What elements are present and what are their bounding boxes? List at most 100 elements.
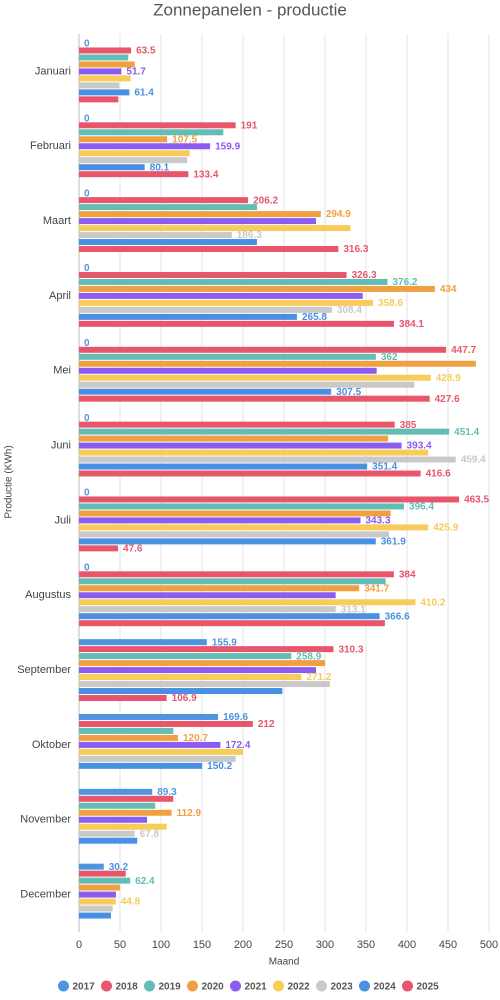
bar [79,606,336,613]
value-label: 376.2 [392,277,417,288]
value-label: 159.9 [215,141,240,152]
bar [79,129,224,136]
value-label: 307.5 [336,387,361,398]
value-label: 427.6 [435,394,460,405]
value-label: 61.4 [134,88,154,99]
x-tick-label: 300 [316,939,334,951]
y-tick-label: Juli [54,514,71,526]
bar [79,164,145,171]
bar [79,823,167,830]
value-label: 133.4 [193,169,218,180]
bar [79,788,153,795]
bar [79,571,394,578]
bar [79,674,302,681]
bar [79,225,351,232]
bar [79,510,391,517]
bar [79,218,316,225]
value-label: 361.9 [381,537,406,548]
bar [79,898,116,905]
value-label: 0 [84,488,90,499]
bar [79,381,415,388]
bar [79,285,435,292]
bar [79,599,416,606]
value-label: 80.1 [150,162,170,173]
value-label: 265.8 [302,312,327,323]
bar [79,667,316,674]
value-label: 393.4 [407,441,432,452]
value-label: 410.2 [420,597,445,608]
bar [79,89,130,96]
value-label: 0 [84,338,90,349]
bar [79,870,126,877]
bar [79,802,156,809]
bar [79,912,111,919]
value-label: 63.5 [136,46,156,57]
bar [79,435,389,442]
value-label: 258.9 [296,651,321,662]
bar [79,122,236,129]
bar [79,538,376,545]
bar [79,639,207,646]
bar [79,75,131,82]
value-label: 384 [399,569,416,580]
bar [79,143,211,150]
legend-label: 2017 [73,982,96,993]
bar [79,313,297,320]
value-label: 463.5 [464,495,489,506]
bar [79,360,476,367]
legend-label: 2018 [116,982,139,993]
value-label: 30.2 [109,862,129,873]
bar [79,171,189,178]
bar [79,863,104,870]
x-tick-label: 150 [193,939,211,951]
x-tick-label: 450 [439,939,457,951]
bar [79,61,135,68]
bar [79,449,429,456]
legend-marker [58,980,69,992]
value-label: 451.4 [454,427,479,438]
legend-marker [402,980,413,992]
value-label: 150.2 [207,761,232,772]
value-label: 62.4 [135,876,155,887]
bar [79,795,174,802]
y-tick-label: November [20,814,71,826]
value-label: 0 [84,113,90,124]
value-label: 107.5 [172,134,197,145]
bar [79,741,221,748]
bar [79,246,339,253]
bar [79,748,243,755]
bar [79,428,450,435]
bar [79,395,430,402]
x-tick-label: 200 [234,939,252,951]
bar [79,891,116,898]
bar [79,524,429,531]
value-label: 191 [241,120,258,131]
x-tick-label: 50 [114,939,126,951]
bar [79,278,388,285]
y-axis-label: Productie (KWh) [4,445,15,518]
bar [79,150,190,157]
bar [79,660,325,667]
bar [79,232,232,239]
value-label: 384.1 [399,319,424,330]
value-label: 358.6 [378,298,403,309]
value-label: 294.9 [326,209,351,220]
bar [79,157,188,164]
value-label: 428.9 [436,373,461,384]
value-label: 351.4 [372,462,397,473]
bar [79,442,402,449]
bar [79,727,174,734]
bar [79,82,120,89]
bar [79,503,405,510]
value-label: 316.3 [343,244,368,255]
bar [79,320,394,327]
value-label: 44.8 [121,897,141,908]
bar [79,646,334,653]
legend-label: 2019 [159,982,182,993]
bar [79,884,120,891]
bar [79,136,168,143]
value-label: 212 [258,719,275,730]
x-tick-label: 350 [357,939,375,951]
bar [79,762,203,769]
bar [79,578,386,585]
